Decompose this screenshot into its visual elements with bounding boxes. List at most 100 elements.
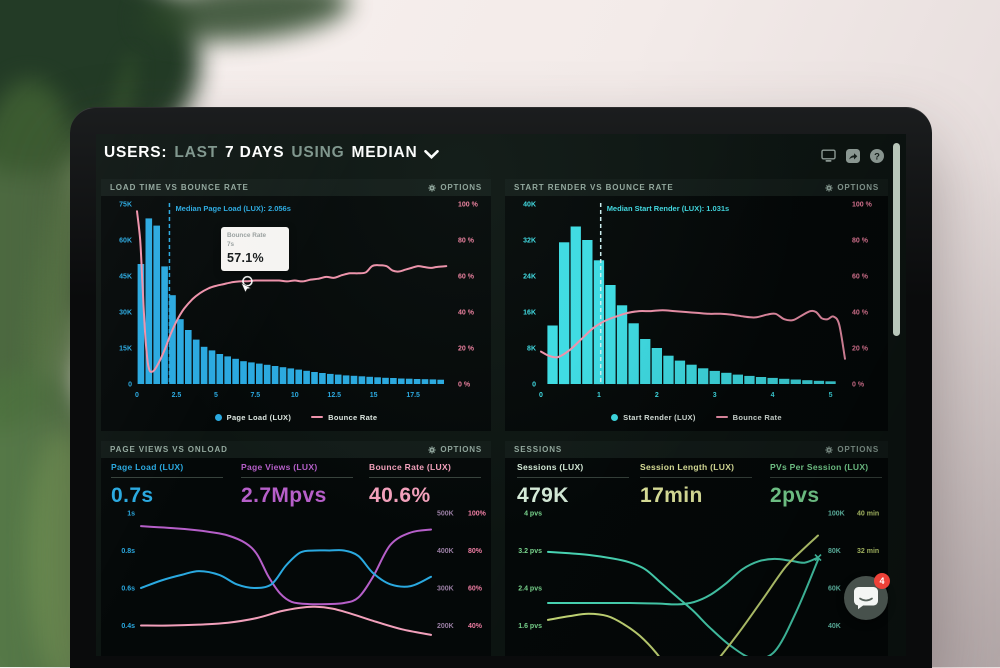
scrollbar-thumb[interactable] [893, 143, 900, 336]
svg-text:2: 2 [655, 392, 659, 399]
chat-unread-badge: 4 [874, 573, 890, 589]
share-icon[interactable] [845, 149, 860, 163]
svg-text:7.5: 7.5 [250, 392, 260, 399]
svg-text:20 %: 20 % [852, 346, 869, 353]
svg-text:0.8s: 0.8s [121, 548, 135, 555]
svg-text:5: 5 [829, 392, 833, 399]
svg-text:40 %: 40 % [852, 310, 869, 317]
svg-text:100K: 100K [828, 511, 845, 518]
series-line-icon [311, 415, 324, 419]
svg-text:Median Start Render (LUX): 1.0: Median Start Render (LUX): 1.031s [607, 204, 730, 213]
panel-start-render-vs-bounce-rate: START RENDER VS BOUNCE RATE OPTIONS Medi… [505, 179, 888, 431]
help-icon[interactable]: ? [869, 149, 884, 163]
svg-text:0: 0 [532, 382, 536, 389]
svg-text:40 %: 40 % [458, 310, 475, 317]
legend-item[interactable]: Bounce Rate [311, 413, 377, 422]
svg-text:300K: 300K [437, 586, 454, 593]
panel-page-views-vs-onload: PAGE VIEWS VS ONLOAD OPTIONS Page Load (… [101, 441, 491, 656]
series-dot-icon [611, 413, 619, 421]
svg-text:45K: 45K [119, 274, 132, 281]
panel-title: LOAD TIME VS BOUNCE RATE [110, 183, 249, 192]
gear-icon [825, 445, 833, 454]
metric-pvs-per-session: PVs Per Session (LUX) 2pvs [770, 462, 882, 508]
options-button[interactable]: OPTIONS [428, 445, 482, 454]
chevron-down-icon [424, 149, 440, 159]
chart-tooltip: Bounce Rate 7s 57.1% [221, 227, 289, 272]
svg-text:24K: 24K [523, 274, 536, 281]
svg-text:60 %: 60 % [458, 274, 475, 281]
display-icon[interactable] [821, 149, 836, 163]
legend-item[interactable]: Page Load (LUX) [214, 413, 292, 422]
legend-item[interactable]: Start Render (LUX) [611, 413, 696, 422]
svg-text:40%: 40% [468, 623, 483, 630]
metric-bounce-rate: Bounce Rate (LUX) 40.6% [369, 462, 481, 508]
panel-title: SESSIONS [514, 445, 563, 454]
svg-text:40K: 40K [828, 623, 841, 630]
svg-text:12.5: 12.5 [327, 392, 341, 399]
chat-bubble-icon [854, 587, 878, 610]
metric-session-length: Session Length (LUX) 17min [640, 462, 752, 508]
svg-text:80%: 80% [468, 548, 483, 555]
svg-text:16K: 16K [523, 310, 536, 317]
svg-text:1s: 1s [127, 511, 135, 518]
svg-text:0 %: 0 % [852, 382, 865, 389]
svg-text:?: ? [874, 151, 880, 162]
svg-text:1.6 pvs: 1.6 pvs [518, 623, 542, 630]
svg-text:0.4s: 0.4s [121, 623, 135, 630]
header-word: LAST [174, 144, 219, 161]
svg-text:0: 0 [539, 392, 543, 399]
options-button[interactable]: OPTIONS [428, 183, 482, 192]
svg-text:40K: 40K [523, 202, 536, 209]
svg-text:80 %: 80 % [458, 238, 475, 245]
svg-text:4 pvs: 4 pvs [524, 511, 542, 518]
svg-text:40 min: 40 min [857, 511, 879, 518]
legend-item[interactable]: Bounce Rate [715, 413, 782, 422]
svg-text:3.2 pvs: 3.2 pvs [518, 548, 542, 555]
svg-text:15: 15 [370, 392, 378, 399]
start-render-histogram-chart[interactable]: Median Start Render (LUX): 1.031s 40K 32K 2… [505, 196, 887, 408]
header-word: 7 DAYS [225, 144, 285, 161]
panel-title: PAGE VIEWS VS ONLOAD [110, 445, 228, 454]
gear-icon [825, 183, 833, 192]
svg-text:400K: 400K [437, 548, 454, 555]
svg-text:32K: 32K [523, 238, 536, 245]
svg-text:500K: 500K [437, 511, 454, 518]
svg-text:100 %: 100 % [458, 202, 479, 209]
options-button[interactable]: OPTIONS [825, 445, 879, 454]
header-word: USING [291, 144, 345, 161]
svg-text:100 %: 100 % [852, 202, 873, 209]
metric-page-load: Page Load (LUX) 0.7s [111, 462, 223, 508]
panel-title: START RENDER VS BOUNCE RATE [514, 183, 674, 192]
svg-text:0: 0 [135, 392, 139, 399]
svg-text:200K: 200K [437, 623, 454, 630]
load-time-histogram-chart[interactable]: Median Page Load (LUX): 2.056s 75K 60K 45K 3… [101, 196, 491, 408]
svg-text:20 %: 20 % [458, 346, 475, 353]
svg-text:80K: 80K [828, 548, 841, 555]
chat-widget-button[interactable]: 4 [844, 573, 890, 620]
pageviews-line-chart[interactable]: 1s 0.8s 0.6s 0.4s 500K 400K 300K 200K 100% 80% 60%… [101, 507, 491, 656]
series-line-icon [715, 415, 728, 419]
gear-icon [428, 183, 436, 192]
svg-text:0: 0 [128, 382, 132, 389]
series-dot-icon [214, 413, 222, 421]
chart-legend: Page Load (LUX) Bounce Rate [101, 409, 491, 425]
panel-load-time-vs-bounce-rate: LOAD TIME VS BOUNCE RATE OPTIONS Median … [101, 179, 491, 431]
sessions-line-chart[interactable]: 4 pvs 3.2 pvs 2.4 pvs 1.6 pvs 100K 80K 60K 40K 4… [505, 507, 887, 656]
svg-text:0.6s: 0.6s [121, 586, 135, 593]
date-range-dropdown[interactable]: USERS: LAST 7 DAYS USING MEDIAN [104, 144, 440, 162]
dashboard-screen: USERS: LAST 7 DAYS USING MEDIAN ? LOA [96, 134, 906, 656]
svg-text:17.5: 17.5 [406, 392, 420, 399]
svg-text:15K: 15K [119, 346, 132, 353]
options-button[interactable]: OPTIONS [825, 183, 879, 192]
svg-text:60K: 60K [119, 238, 132, 245]
svg-text:2.5: 2.5 [172, 392, 182, 399]
gear-icon [428, 445, 436, 454]
svg-text:60%: 60% [468, 586, 483, 593]
laptop-frame: USERS: LAST 7 DAYS USING MEDIAN ? LOA [70, 107, 932, 668]
panel-sessions: SESSIONS OPTIONS Sessions (LUX) 479K Ses… [505, 441, 888, 656]
svg-text:3: 3 [713, 392, 717, 399]
header-word: USERS: [104, 144, 168, 161]
svg-text:75K: 75K [119, 202, 132, 209]
svg-text:4: 4 [771, 392, 775, 399]
svg-text:100%: 100% [468, 511, 487, 518]
